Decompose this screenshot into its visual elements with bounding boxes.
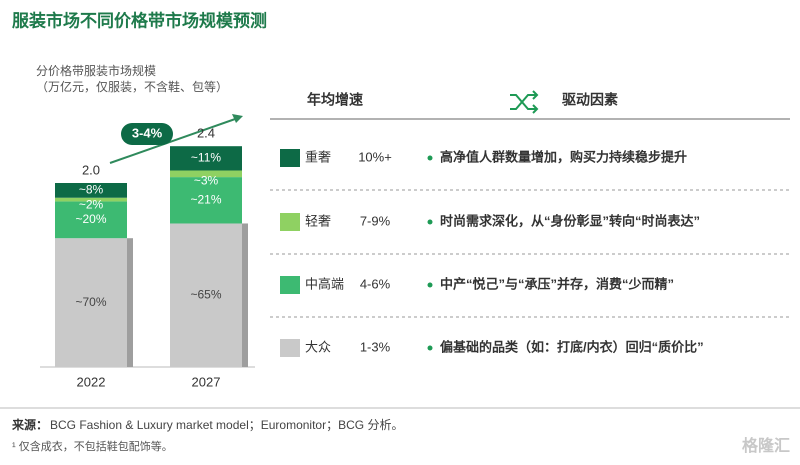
segment-label: ~20%: [75, 212, 106, 226]
legend-swatch: [280, 276, 300, 294]
bar-segment: [55, 238, 127, 367]
segment-label: ~3%: [194, 173, 219, 187]
segment-label: ~21%: [190, 192, 221, 206]
bullet: [427, 219, 433, 225]
bar-shade: [127, 238, 133, 367]
bullet: [427, 155, 433, 161]
segment-label: ~11%: [191, 151, 221, 165]
bar-segment: [170, 146, 242, 171]
legend-swatch: [280, 149, 300, 167]
subtitle: （万亿元，仅服装，不含鞋、包等）: [36, 79, 228, 94]
source: BCG Fashion & Luxury market model；Euromo…: [50, 418, 403, 432]
driver: 偏基础的品类（如：打底/内衣）回归“质价比”: [440, 339, 704, 354]
bar-segment: [170, 177, 242, 224]
bullet: [427, 345, 433, 351]
legend-label: 轻奢: [305, 213, 331, 228]
driver: 时尚需求深化，从“身份彰显”转向“时尚表达”: [440, 213, 700, 228]
legend-label: 中高端: [305, 276, 344, 291]
driver: 高净值人群数量增加，购买力持续稳步提升: [440, 149, 687, 164]
bullet: [427, 282, 433, 288]
footnote: ¹ 仅含成衣，不包括鞋包配饰等。: [12, 439, 173, 453]
driver: 中产“悦己”与“承压”并存，消费“少而精”: [440, 276, 674, 291]
total-label: 2.4: [197, 126, 215, 141]
bar-segment: [55, 183, 127, 198]
subtitle: 分价格带服装市场规模: [36, 63, 156, 78]
chart-title: 服装市场不同价格带市场规模预测: [12, 10, 267, 30]
legend-swatch: [280, 213, 300, 231]
bar-shade: [242, 223, 248, 367]
growth-rate: 7-9%: [360, 213, 391, 228]
source-label: 来源：: [11, 417, 48, 432]
legend-label: 大众: [305, 339, 331, 354]
bar-segment: [170, 170, 242, 178]
bar-segment: [55, 201, 127, 239]
x-tick-label: 2022: [77, 374, 106, 389]
growth-rate: 10%+: [358, 149, 392, 164]
growth-annotation: 3-4%: [132, 125, 163, 140]
segment-label: ~8%: [79, 183, 104, 197]
legend-label: 重奢: [305, 149, 331, 164]
segment-label: ~2%: [79, 198, 104, 212]
bar-segment: [170, 223, 242, 367]
growth-rate: 4-6%: [360, 276, 391, 291]
growth-arrow: [109, 117, 239, 164]
x-tick-label: 2027: [192, 374, 221, 389]
segment-label: ~70%: [75, 295, 106, 309]
watermark: 格隆汇: [742, 436, 790, 455]
legend-swatch: [280, 339, 300, 357]
growth-pill: [121, 123, 173, 145]
bar-segment: [55, 197, 127, 202]
table-header: 年均增速: [307, 92, 363, 108]
growth-rate: 1-3%: [360, 339, 391, 354]
segment-label: ~65%: [190, 287, 221, 301]
total-label: 2.0: [82, 162, 100, 177]
shuffle-icon: [510, 90, 539, 114]
arrow-head: [232, 114, 243, 123]
table-header: 驱动因素: [562, 92, 618, 108]
